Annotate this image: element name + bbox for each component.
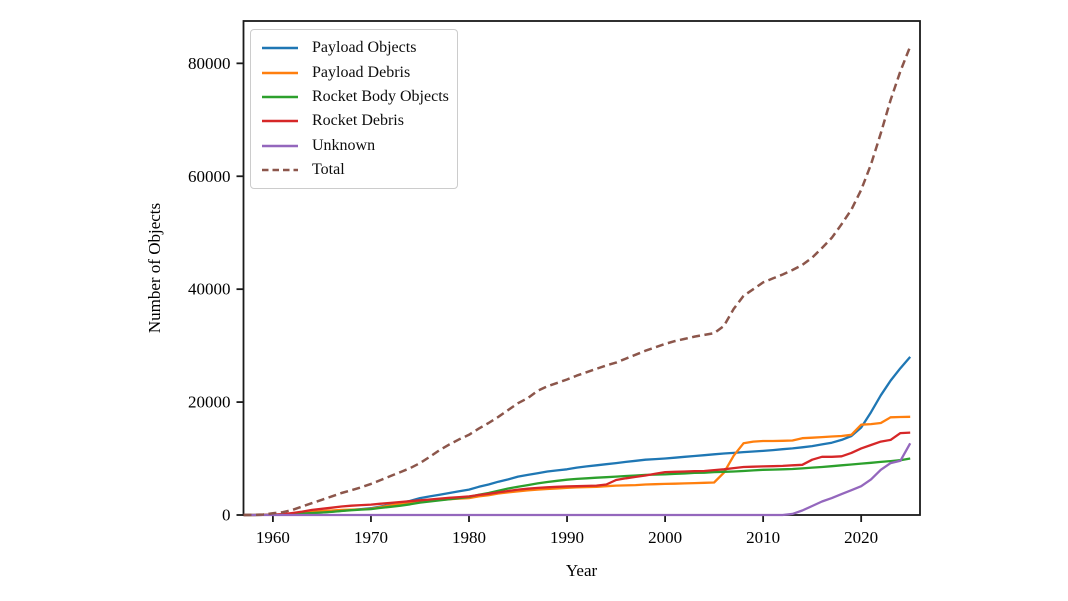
legend-label: Rocket Body Objects	[312, 87, 449, 105]
x-tick-label: 1970	[354, 528, 388, 547]
y-tick-label: 20000	[188, 393, 231, 412]
y-tick-label: 0	[222, 506, 231, 525]
legend-item-rocket-debris: Rocket Debris	[261, 109, 449, 133]
x-tick-label: 2000	[648, 528, 682, 547]
legend-item-total: Total	[261, 158, 449, 182]
legend-label: Rocket Debris	[312, 112, 404, 130]
x-tick-label: 1980	[452, 528, 486, 547]
y-axis-label: Number of Objects	[145, 202, 164, 334]
legend-label: Total	[312, 161, 345, 179]
x-tick-label: 2010	[746, 528, 780, 547]
series-line-unknown	[243, 442, 912, 517]
x-tick-label: 1990	[550, 528, 584, 547]
legend-item-unknown: Unknown	[261, 134, 449, 158]
legend-line-sample	[262, 95, 298, 99]
y-tick-label: 80000	[188, 54, 231, 73]
legend-label: Unknown	[312, 136, 376, 154]
legend-line-sample	[262, 120, 298, 123]
legend: Payload Objects Payload Debris Rocket Body…	[250, 29, 458, 190]
legend-line-sample	[262, 71, 298, 74]
legend-line-sample	[262, 144, 298, 148]
legend-label: Payload Objects	[312, 39, 417, 57]
series-line-payload-debris	[243, 415, 911, 517]
series-line-total	[243, 45, 912, 517]
legend-item-payload-objects: Payload Objects	[261, 36, 449, 60]
series-line-rocket-body-objects	[243, 457, 911, 517]
x-tick-label: 1960	[256, 528, 290, 547]
y-tick-label: 60000	[188, 167, 231, 186]
legend-item-payload-debris: Payload Debris	[261, 60, 449, 84]
series-line-rocket-debris	[243, 431, 911, 517]
y-tick-label: 40000	[188, 280, 231, 299]
legend-line-sample	[262, 46, 298, 50]
x-axis-label: Year	[565, 561, 598, 580]
legend-item-rocket-body-objects: Rocket Body Objects	[261, 85, 449, 109]
x-tick-label: 2020	[844, 528, 878, 547]
legend-label: Payload Debris	[312, 63, 411, 81]
legend-line-sample	[262, 168, 298, 172]
